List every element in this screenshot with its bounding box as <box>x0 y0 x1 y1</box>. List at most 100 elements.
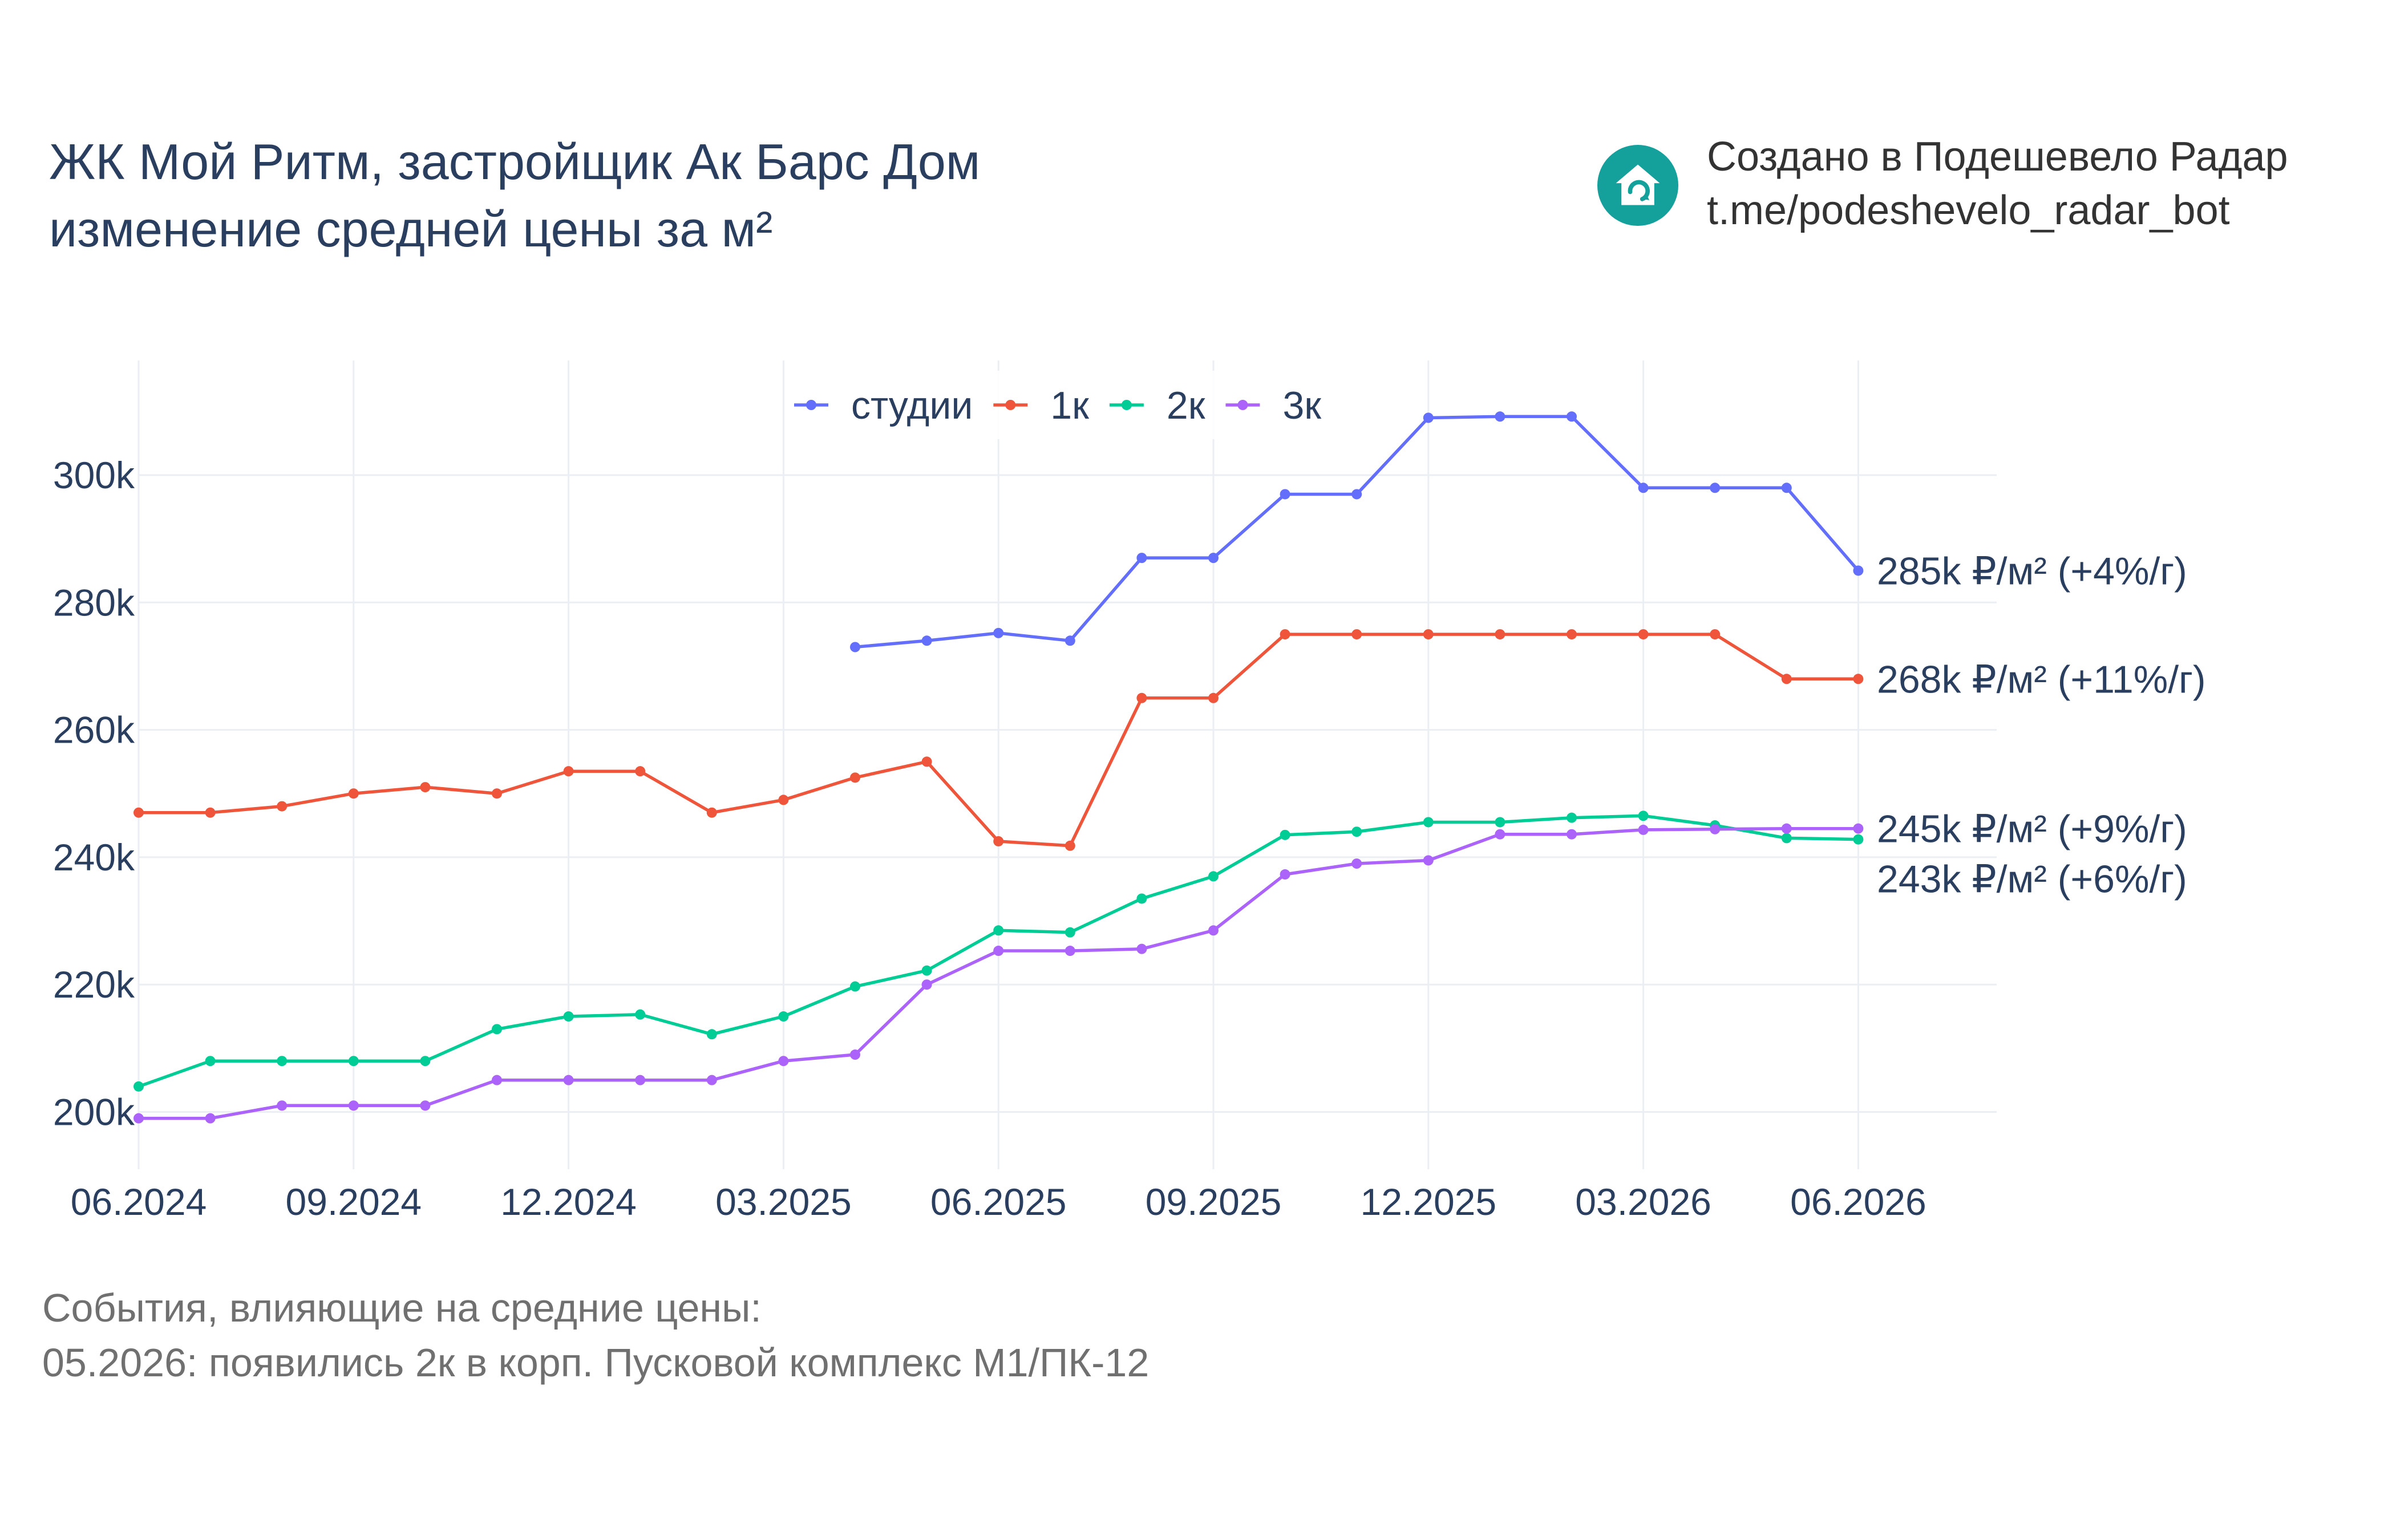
data-point[interactable] <box>1136 553 1147 564</box>
data-point[interactable] <box>1208 553 1219 564</box>
data-point[interactable] <box>778 1011 789 1022</box>
data-point[interactable] <box>1065 840 1075 851</box>
data-point[interactable] <box>1567 812 1577 823</box>
data-point[interactable] <box>1710 824 1721 834</box>
data-point[interactable] <box>492 788 502 799</box>
data-point[interactable] <box>1423 412 1434 423</box>
data-point[interactable] <box>1638 629 1649 640</box>
x-tick-label: 03.2026 <box>1575 1181 1711 1223</box>
data-point[interactable] <box>993 627 1004 638</box>
data-point[interactable] <box>205 1113 216 1124</box>
data-point[interactable] <box>1495 629 1505 640</box>
data-point[interactable] <box>1853 823 1864 834</box>
data-point[interactable] <box>1065 635 1075 646</box>
data-point[interactable] <box>1351 489 1362 500</box>
data-point[interactable] <box>1208 692 1219 703</box>
data-point[interactable] <box>133 807 144 818</box>
data-point[interactable] <box>1208 925 1219 936</box>
legend-marker <box>1121 400 1132 410</box>
legend-item[interactable]: 1к <box>993 384 1090 427</box>
data-point[interactable] <box>635 1009 646 1020</box>
data-point[interactable] <box>563 1075 574 1085</box>
data-point[interactable] <box>635 766 646 777</box>
data-point[interactable] <box>1280 869 1290 880</box>
data-point[interactable] <box>1495 829 1505 840</box>
data-point[interactable] <box>850 772 860 783</box>
data-point[interactable] <box>706 1029 717 1040</box>
data-point[interactable] <box>850 642 860 653</box>
data-point[interactable] <box>1351 629 1362 640</box>
data-point[interactable] <box>420 1100 431 1111</box>
data-point[interactable] <box>778 1056 789 1067</box>
data-point[interactable] <box>921 756 932 767</box>
data-point[interactable] <box>1423 817 1434 828</box>
data-point[interactable] <box>492 1075 502 1085</box>
data-point[interactable] <box>563 1011 574 1022</box>
data-point[interactable] <box>1495 411 1505 422</box>
data-point[interactable] <box>1638 483 1649 493</box>
data-point[interactable] <box>1710 629 1721 640</box>
data-point[interactable] <box>420 782 431 793</box>
data-point[interactable] <box>348 1056 359 1067</box>
data-point[interactable] <box>1208 871 1219 882</box>
data-point[interactable] <box>277 1100 288 1111</box>
data-point[interactable] <box>921 979 932 990</box>
legend-item[interactable]: 2к <box>1109 384 1206 427</box>
data-point[interactable] <box>993 836 1004 846</box>
data-point[interactable] <box>1638 810 1649 821</box>
data-point[interactable] <box>1280 629 1290 640</box>
legend[interactable]: студии 1к 2к 3к <box>785 371 1344 439</box>
data-point[interactable] <box>1136 943 1147 954</box>
data-point[interactable] <box>1280 489 1290 500</box>
data-point[interactable] <box>1495 817 1505 828</box>
data-point[interactable] <box>1351 858 1362 869</box>
data-point[interactable] <box>1065 946 1075 957</box>
data-point[interactable] <box>277 801 288 812</box>
data-point[interactable] <box>205 807 216 818</box>
data-point[interactable] <box>277 1056 288 1067</box>
data-point[interactable] <box>1136 692 1147 703</box>
data-point[interactable] <box>492 1024 502 1035</box>
data-point[interactable] <box>850 981 860 992</box>
data-point[interactable] <box>1781 483 1792 493</box>
data-point[interactable] <box>993 946 1004 957</box>
brand-link[interactable]: t.me/podeshevelo_radar_bot <box>1707 188 2230 233</box>
data-point[interactable] <box>348 788 359 799</box>
data-point[interactable] <box>635 1075 646 1085</box>
data-point[interactable] <box>1351 826 1362 837</box>
data-point[interactable] <box>1567 629 1577 640</box>
data-point[interactable] <box>133 1081 144 1092</box>
data-point[interactable] <box>1853 565 1864 576</box>
end-label: 268k ₽/м² (+11%/г) <box>1877 658 2206 701</box>
data-point[interactable] <box>1781 833 1792 844</box>
data-point[interactable] <box>850 1049 860 1060</box>
legend-item[interactable]: 3к <box>1225 384 1322 427</box>
data-point[interactable] <box>1423 855 1434 866</box>
data-point[interactable] <box>1280 829 1290 840</box>
data-point[interactable] <box>563 766 574 777</box>
data-point[interactable] <box>1638 824 1649 835</box>
data-point[interactable] <box>921 965 932 976</box>
data-point[interactable] <box>1853 674 1864 684</box>
data-point[interactable] <box>778 795 789 805</box>
x-tick-label: 06.2025 <box>930 1181 1067 1223</box>
data-point[interactable] <box>1781 823 1792 834</box>
data-point[interactable] <box>1567 411 1577 422</box>
data-point[interactable] <box>1781 674 1792 684</box>
data-point[interactable] <box>205 1056 216 1067</box>
data-point[interactable] <box>1710 483 1721 493</box>
data-point[interactable] <box>706 807 717 818</box>
data-point[interactable] <box>348 1100 359 1111</box>
data-point[interactable] <box>993 925 1004 936</box>
data-point[interactable] <box>921 635 932 646</box>
legend-item[interactable]: студии <box>794 384 973 427</box>
data-point[interactable] <box>420 1056 431 1067</box>
data-point[interactable] <box>1136 893 1147 904</box>
x-tick-label: 12.2025 <box>1361 1181 1497 1223</box>
data-point[interactable] <box>1065 927 1075 938</box>
data-point[interactable] <box>1853 834 1864 845</box>
data-point[interactable] <box>1567 829 1577 840</box>
data-point[interactable] <box>1423 629 1434 640</box>
data-point[interactable] <box>133 1113 144 1124</box>
data-point[interactable] <box>706 1075 717 1085</box>
